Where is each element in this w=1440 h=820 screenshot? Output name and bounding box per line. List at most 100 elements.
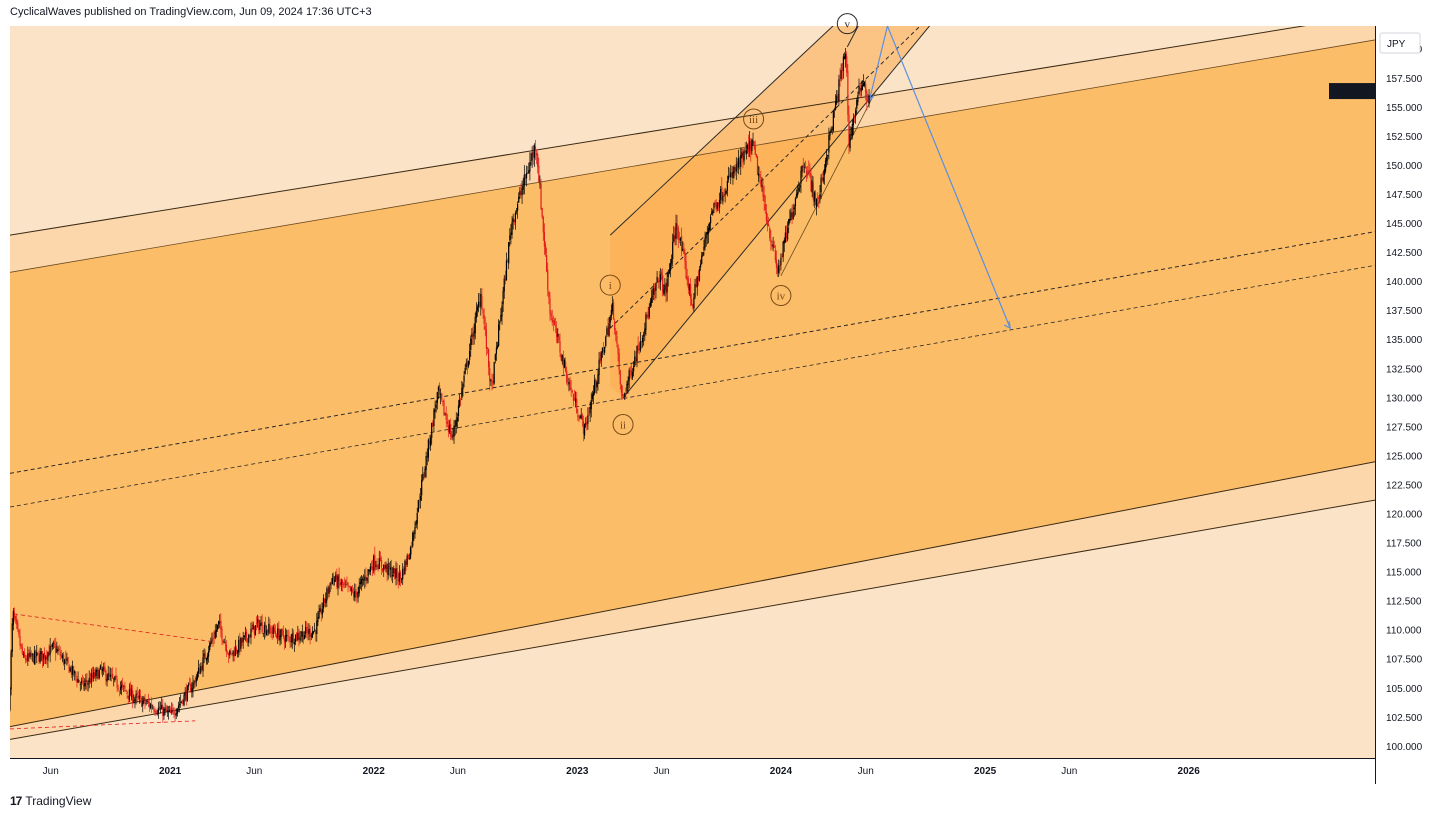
projection-arrowhead-icon (1003, 321, 1011, 330)
candle-body (741, 152, 743, 157)
candle-body (752, 140, 754, 142)
candle-body (691, 299, 693, 305)
candle-body (856, 100, 858, 109)
candle-body (724, 194, 726, 196)
wave-label-circle (743, 108, 765, 130)
candle-body (751, 139, 753, 152)
candle-body (485, 329, 487, 349)
candle-body (666, 278, 668, 293)
candle-body (403, 567, 405, 575)
candle-body (737, 157, 740, 168)
candle-body (739, 160, 741, 165)
candle-body (792, 211, 794, 219)
candle-body (473, 331, 475, 337)
candle-body (316, 620, 318, 634)
red-dashed-top (13, 613, 214, 643)
candle-body (756, 156, 759, 175)
wave-label-text: ii (620, 420, 626, 432)
candle-body (683, 247, 685, 254)
candle-body (636, 345, 638, 362)
candle-body (166, 710, 168, 712)
candle-body (736, 161, 739, 170)
candle-body (846, 56, 848, 73)
candle-body (848, 114, 850, 147)
candle-body (168, 709, 171, 711)
candle-body (770, 238, 772, 243)
candle-body (587, 415, 589, 424)
candle-body (203, 653, 205, 657)
candle-body (627, 380, 629, 385)
candle-body (863, 81, 866, 86)
candle-body (495, 347, 498, 354)
candle-body (794, 198, 797, 207)
candle-body (773, 246, 775, 249)
candle-body (443, 400, 445, 416)
candle-body (460, 399, 462, 400)
candle-body (779, 265, 781, 267)
candle-body (62, 654, 65, 664)
candle-body (273, 628, 276, 632)
inner-bottom-line (10, 461, 1375, 728)
candle-body (571, 390, 573, 393)
candle-body (219, 622, 221, 623)
time-axis-background (10, 758, 1375, 784)
candle-body (562, 356, 564, 368)
candle-body (459, 399, 461, 407)
candle-body (98, 669, 100, 678)
candle-body (654, 287, 656, 292)
candle-body (510, 232, 512, 236)
candle-body (601, 347, 604, 353)
candle-body (136, 692, 138, 696)
candle-body (554, 325, 557, 327)
candle-body (396, 567, 398, 578)
candle-body (205, 658, 207, 661)
candle-body (260, 622, 262, 626)
wave-label-circle (599, 274, 621, 296)
candle-body (29, 652, 31, 657)
candle-body (599, 358, 601, 363)
y-tick-label: 152.500 (1386, 132, 1423, 143)
candle-body (802, 164, 804, 168)
candle-body (849, 134, 851, 149)
candle-body (685, 261, 687, 279)
candle-body (221, 629, 223, 640)
candle-body (845, 53, 847, 59)
candle-body (689, 284, 692, 299)
candle-body (30, 653, 32, 657)
candle-body (432, 422, 434, 427)
y-tick-label: 120.000 (1386, 510, 1423, 521)
candle-body (331, 577, 334, 585)
candle-body (400, 578, 403, 581)
candle-body (868, 95, 870, 105)
candle-body (646, 314, 648, 317)
candle-body (504, 276, 506, 282)
candle-body (332, 576, 335, 581)
candle-body (47, 652, 49, 661)
candle-body (769, 228, 771, 239)
x-tick-label: Jun (43, 766, 59, 777)
candle-body (467, 361, 470, 367)
outer-top-line (10, 26, 1307, 236)
candle-body (320, 608, 322, 615)
wave-label-iv: iv (770, 285, 792, 307)
x-tick-label: 2021 (159, 766, 182, 777)
candle-body (41, 651, 43, 661)
candle-body (827, 154, 829, 157)
candle-body (220, 620, 222, 631)
candle-body (641, 337, 644, 343)
candle-body (128, 689, 130, 700)
candle-body (425, 455, 427, 471)
candle-body (415, 522, 417, 526)
candle-body (561, 354, 563, 362)
candle-body (830, 128, 832, 133)
candle-body (351, 589, 354, 592)
candle-body (677, 227, 679, 240)
candle-body (660, 272, 663, 276)
candle-body (765, 212, 768, 222)
candle-body (216, 624, 219, 630)
candle-body (499, 321, 501, 324)
candle-body (665, 283, 667, 295)
candle-body (492, 380, 494, 385)
candle-body (644, 328, 646, 335)
